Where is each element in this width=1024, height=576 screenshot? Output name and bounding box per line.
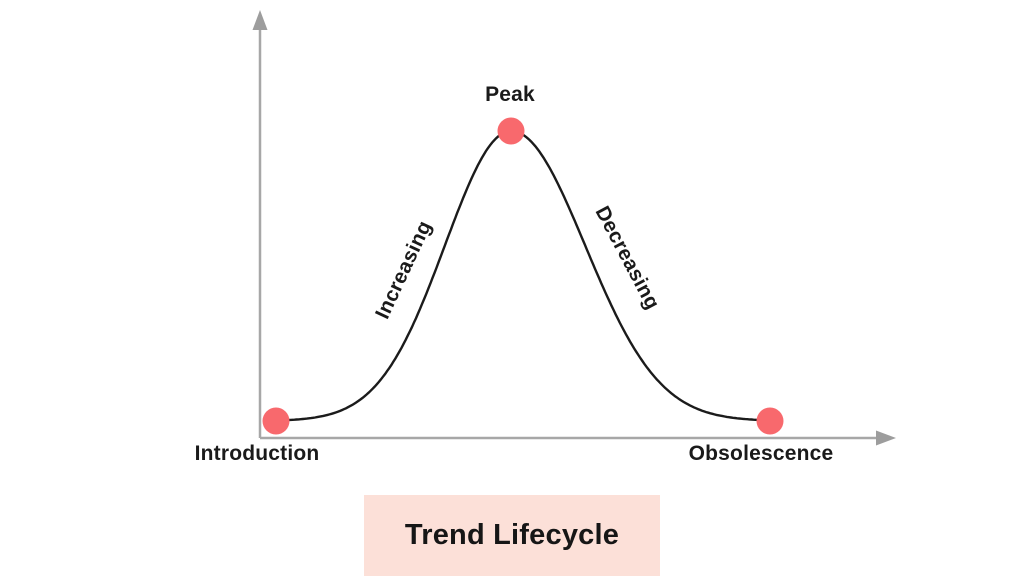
chart-title: Trend Lifecycle	[404, 519, 620, 551]
stage-dot-peak	[497, 117, 525, 145]
title-box: Trend Lifecycle	[364, 495, 660, 576]
stage-dot-introduction	[262, 407, 290, 435]
introduction-point-label: Introduction	[194, 442, 320, 465]
obsolescence-point-label: Obsolescence	[688, 442, 834, 465]
y-axis-arrowhead-icon	[252, 10, 268, 30]
lifecycle-curve	[274, 129, 772, 422]
stage-dot-obsolescence	[756, 407, 784, 435]
stage-point-dots	[262, 117, 784, 435]
peak-point-label: Peak	[485, 83, 535, 106]
x-axis-arrowhead-icon	[876, 430, 896, 446]
